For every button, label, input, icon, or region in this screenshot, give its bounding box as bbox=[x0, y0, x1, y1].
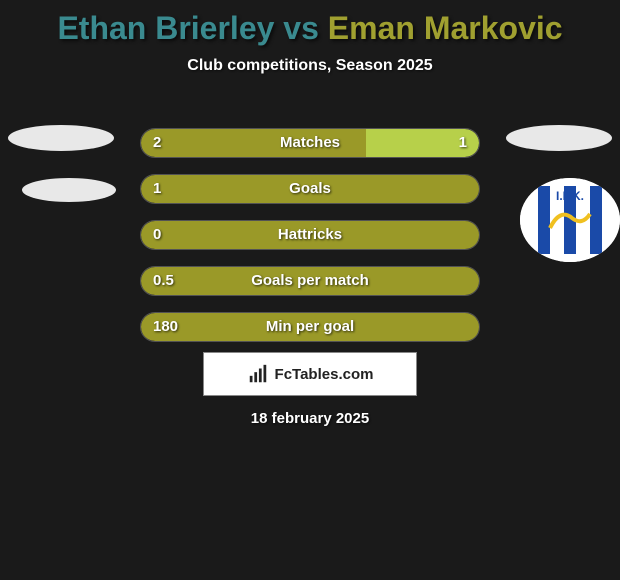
date-text: 18 february 2025 bbox=[0, 410, 620, 427]
stat-row: Goals per match0.5 bbox=[0, 258, 620, 304]
stat-value-left: 1 bbox=[153, 180, 161, 197]
stat-label: Matches bbox=[141, 134, 479, 151]
stat-bar: Matches2 1 bbox=[140, 128, 480, 158]
stat-bar: Hattricks0 bbox=[140, 220, 480, 250]
brand-footer: FcTables.com bbox=[203, 352, 417, 396]
stat-row: Matches2 1 bbox=[0, 120, 620, 166]
stat-label: Min per goal bbox=[141, 318, 479, 335]
player2-name: Eman Markovic bbox=[328, 10, 563, 46]
stat-value-left: 0 bbox=[153, 226, 161, 243]
stat-value-left: 180 bbox=[153, 318, 178, 335]
stat-rows: Matches21Goals1Hattricks0Goals per match… bbox=[0, 120, 620, 350]
chart-icon bbox=[247, 363, 269, 385]
stat-value-right: 1 bbox=[459, 134, 467, 151]
stat-bar: Min per goal180 bbox=[140, 312, 480, 342]
stat-label: Hattricks bbox=[141, 226, 479, 243]
subtitle: Club competitions, Season 2025 bbox=[0, 57, 620, 75]
player1-name: Ethan Brierley bbox=[57, 10, 274, 46]
brand-text: FcTables.com bbox=[275, 366, 374, 383]
stat-row: Goals1 bbox=[0, 166, 620, 212]
vs-text: vs bbox=[274, 10, 327, 46]
page-title: Ethan Brierley vs Eman Markovic bbox=[0, 0, 620, 47]
stat-row: Min per goal180 bbox=[0, 304, 620, 350]
stat-value-left: 2 bbox=[153, 134, 161, 151]
stat-bar: Goals per match0.5 bbox=[140, 266, 480, 296]
comparison-infographic: Ethan Brierley vs Eman Markovic Club com… bbox=[0, 0, 620, 580]
stat-bar: Goals1 bbox=[140, 174, 480, 204]
stat-label: Goals per match bbox=[141, 272, 479, 289]
stat-row: Hattricks0 bbox=[0, 212, 620, 258]
stat-value-left: 0.5 bbox=[153, 272, 174, 289]
stat-label: Goals bbox=[141, 180, 479, 197]
